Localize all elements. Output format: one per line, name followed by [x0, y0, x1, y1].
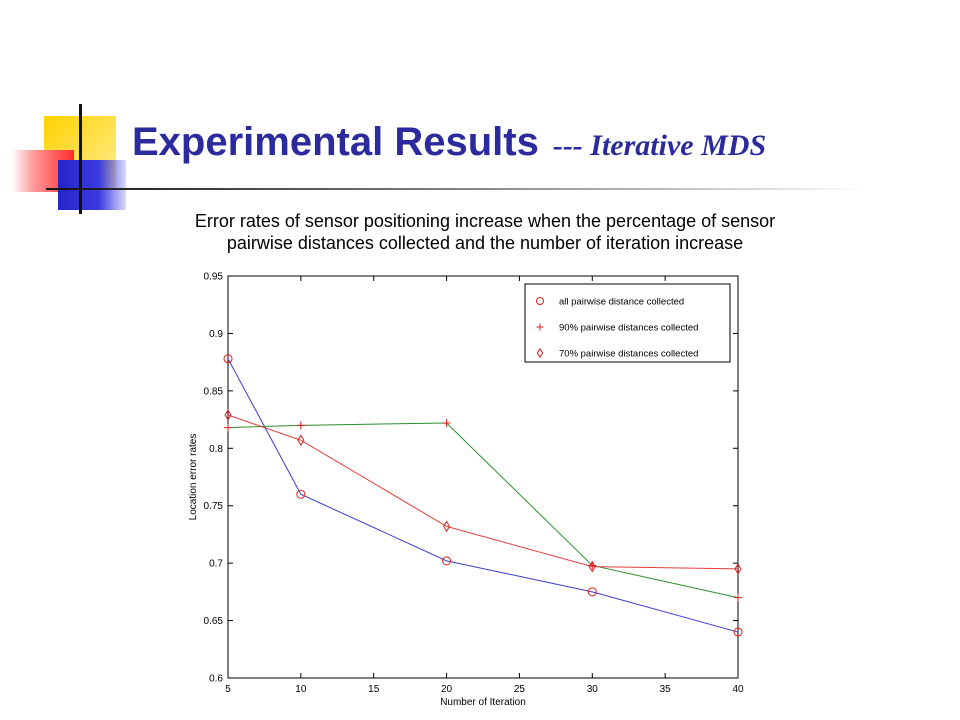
data-point-diamond	[297, 434, 305, 446]
legend-label: 90% pairwise distances collected	[559, 323, 698, 334]
x-tick-label: 5	[225, 684, 231, 695]
slide-title: Experimental Results --- Iterative MDS	[132, 120, 766, 165]
data-point-plus	[536, 323, 544, 331]
data-point-diamond	[224, 409, 232, 421]
decor-blue-square	[58, 160, 126, 210]
data-point-circle	[296, 489, 306, 499]
data-point-plus	[734, 593, 742, 602]
data-point-plus	[442, 419, 451, 428]
x-tick-label: 25	[514, 684, 526, 695]
x-tick-label: 30	[587, 684, 599, 695]
chart-series	[223, 354, 743, 637]
y-tick-label: 0.7	[209, 559, 223, 570]
x-tick-label: 20	[441, 684, 453, 695]
title-underline	[46, 188, 866, 190]
series-3	[227, 414, 739, 570]
plot-frame	[227, 275, 739, 679]
series-line	[227, 414, 739, 570]
y-tick-label: 0.9	[209, 329, 223, 340]
data-point-circle	[733, 627, 743, 637]
y-tick-label: 0.8	[209, 444, 223, 455]
data-point-diamond	[734, 563, 742, 575]
x-tick-label: 15	[368, 684, 380, 695]
data-point-diamond	[442, 520, 451, 533]
data-point-diamond	[588, 560, 596, 573]
data-point-circle	[587, 587, 597, 597]
series-1	[227, 358, 739, 633]
series-line	[227, 358, 739, 633]
chart-axes: 5 10 15 20 25 30 35 40 0.6 0.65 0.7 0.75 0.8 0.85 0.9 0…	[188, 272, 744, 709]
data-point-circle	[223, 354, 233, 364]
data-point-circle	[536, 297, 544, 305]
y-tick-label: 0.75	[204, 501, 224, 512]
legend-label: all pairwise distance collected	[559, 297, 684, 308]
y-axis-label: Location error rates	[188, 434, 199, 521]
decor-vertical-line	[79, 104, 82, 214]
slide-title-main: Experimental Results	[132, 120, 539, 164]
x-tick-label: 35	[660, 684, 672, 695]
subtitle-line-1: Error rates of sensor positioning increa…	[194, 211, 776, 231]
data-point-circle	[442, 556, 452, 566]
y-tick-label: 0.6	[209, 674, 223, 685]
data-point-plus	[224, 423, 232, 432]
slide-title-suffix: --- Iterative MDS	[552, 129, 767, 162]
series-2	[227, 422, 739, 599]
series-1-markers	[223, 354, 743, 637]
legend-label: 70% pairwise distances collected	[559, 349, 698, 360]
subtitle-line-2: pairwise distances collected and the num…	[226, 233, 744, 253]
legend-box	[524, 283, 731, 363]
series-3-markers	[224, 409, 742, 575]
x-tick-label: 10	[295, 684, 307, 695]
series-2-markers	[224, 419, 742, 602]
x-axis-label: Number of Iteration	[440, 697, 526, 708]
y-tick-label: 0.95	[204, 272, 224, 283]
data-point-plus	[296, 421, 305, 430]
series-line	[227, 422, 739, 599]
x-tick-label: 40	[732, 684, 744, 695]
data-point-diamond	[536, 347, 544, 359]
y-tick-label: 0.65	[204, 616, 224, 627]
y-tick-label: 0.85	[204, 386, 224, 397]
chart-legend: all pairwise distance collected 90% pairw…	[524, 283, 731, 363]
slide-subtitle: Error rates of sensor positioning increa…	[120, 210, 850, 254]
